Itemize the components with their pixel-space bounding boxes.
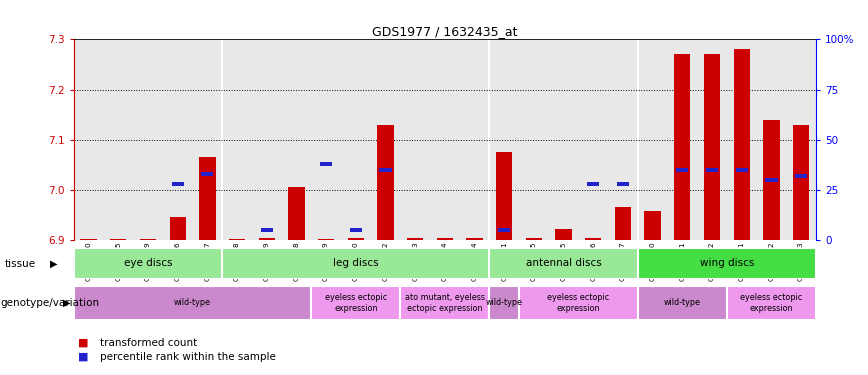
Bar bbox=[585, 238, 602, 240]
Bar bbox=[727, 286, 816, 320]
Text: wild-type: wild-type bbox=[174, 298, 211, 307]
Text: ▶: ▶ bbox=[63, 298, 71, 308]
Bar bbox=[556, 229, 572, 240]
Text: ato mutant, eyeless
ectopic expression: ato mutant, eyeless ectopic expression bbox=[404, 293, 485, 312]
Bar bbox=[638, 286, 727, 320]
Bar bbox=[766, 178, 778, 182]
Bar bbox=[110, 239, 127, 240]
Bar bbox=[498, 228, 510, 232]
Title: GDS1977 / 1632435_at: GDS1977 / 1632435_at bbox=[372, 25, 517, 38]
Bar bbox=[320, 162, 332, 166]
Bar bbox=[312, 286, 400, 320]
Bar bbox=[763, 120, 779, 240]
Bar bbox=[350, 228, 362, 232]
Bar bbox=[318, 239, 334, 240]
Bar bbox=[587, 182, 600, 186]
Text: eyeless ectopic
expression: eyeless ectopic expression bbox=[325, 293, 387, 312]
Bar bbox=[526, 238, 542, 240]
Bar bbox=[140, 239, 156, 240]
Text: ■: ■ bbox=[78, 352, 89, 362]
Text: wild-type: wild-type bbox=[664, 298, 700, 307]
Bar bbox=[733, 50, 750, 240]
Bar bbox=[172, 182, 184, 186]
Bar bbox=[81, 239, 97, 240]
Bar bbox=[259, 238, 275, 240]
Text: ▶: ▶ bbox=[50, 259, 58, 269]
Bar bbox=[400, 286, 490, 320]
Text: wild-type: wild-type bbox=[486, 298, 523, 307]
Bar bbox=[288, 188, 305, 240]
Bar bbox=[644, 211, 661, 240]
Text: eye discs: eye discs bbox=[124, 258, 172, 268]
Bar bbox=[490, 248, 638, 279]
Bar bbox=[792, 124, 809, 240]
Text: percentile rank within the sample: percentile rank within the sample bbox=[100, 352, 276, 362]
Text: transformed count: transformed count bbox=[100, 338, 197, 348]
Text: eyeless ectopic
expression: eyeless ectopic expression bbox=[740, 293, 803, 312]
Bar bbox=[407, 238, 424, 240]
Bar bbox=[519, 286, 638, 320]
Bar bbox=[676, 168, 688, 172]
Bar bbox=[466, 238, 483, 240]
Bar bbox=[222, 248, 490, 279]
Bar bbox=[490, 286, 519, 320]
Text: eyeless ectopic
expression: eyeless ectopic expression bbox=[548, 293, 609, 312]
Bar bbox=[347, 238, 364, 240]
Bar bbox=[706, 168, 718, 172]
Bar bbox=[437, 238, 453, 240]
Text: tissue: tissue bbox=[4, 259, 36, 269]
Text: ■: ■ bbox=[78, 338, 89, 348]
Bar bbox=[201, 172, 214, 176]
Bar bbox=[615, 207, 631, 240]
Bar bbox=[74, 286, 312, 320]
Bar bbox=[617, 182, 629, 186]
Text: genotype/variation: genotype/variation bbox=[1, 298, 100, 308]
Bar bbox=[795, 174, 807, 178]
Bar bbox=[638, 248, 816, 279]
Bar bbox=[735, 168, 748, 172]
Bar bbox=[496, 152, 512, 240]
Text: wing discs: wing discs bbox=[700, 258, 754, 268]
Bar bbox=[704, 54, 720, 240]
Bar bbox=[74, 248, 222, 279]
Bar bbox=[229, 239, 246, 240]
Bar bbox=[379, 168, 391, 172]
Bar bbox=[674, 54, 691, 240]
Bar bbox=[378, 124, 394, 240]
Bar bbox=[169, 217, 186, 240]
Text: leg discs: leg discs bbox=[333, 258, 378, 268]
Text: antennal discs: antennal discs bbox=[526, 258, 602, 268]
Bar bbox=[260, 228, 273, 232]
Bar bbox=[199, 157, 215, 240]
